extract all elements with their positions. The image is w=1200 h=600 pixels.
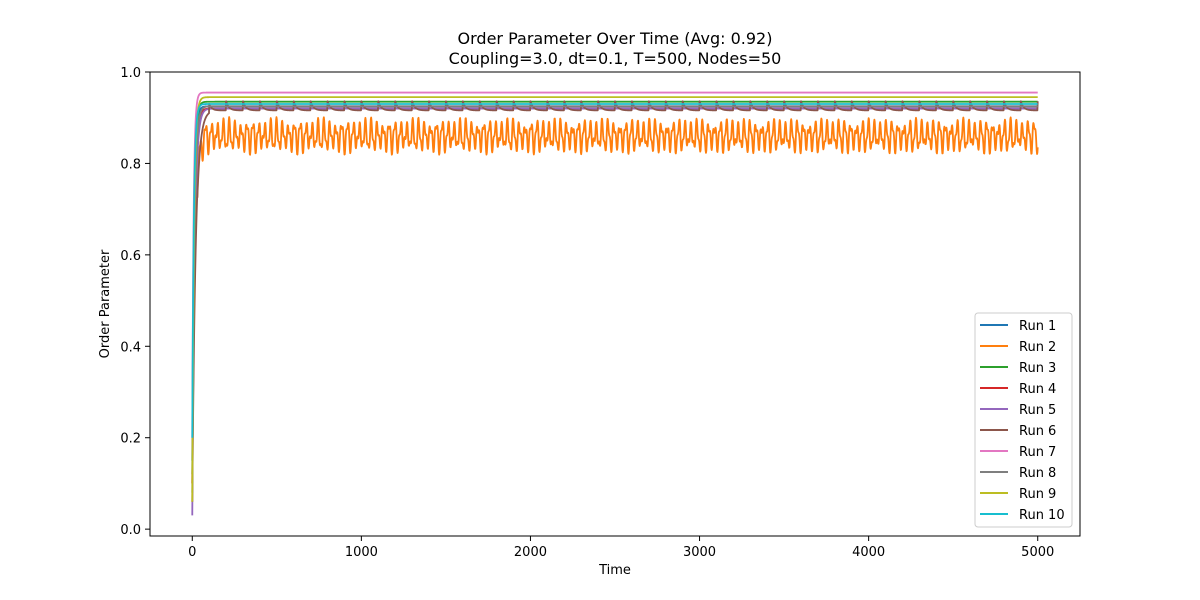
chart-title: Order Parameter Over Time (Avg: 0.92) [458,29,773,48]
series-line-run-5 [191,107,1038,516]
legend: Run 1 Run 2 Run 3 Run 4 Run 5 Run 6 Run 7 Run 8… [974,312,1073,528]
series-line-run-1 [191,105,1038,461]
series-line-run-2 [191,116,1039,484]
x-tick-label: 5000 [1021,545,1054,560]
y-tick-label: 0.8 [120,157,141,172]
plot-frame [149,71,1081,537]
legend-label: Run 2 [1019,340,1056,355]
x-axis-ticks: 0 1000 2000 3000 4000 5000 [188,536,1054,560]
legend-label: Run 8 [1019,466,1056,481]
legend-label: Run 10 [1019,508,1065,523]
legend-label: Run 6 [1019,424,1056,439]
series-line-run-4 [191,107,1038,484]
y-tick-label: 0.6 [120,249,141,264]
legend-label: Run 9 [1019,487,1056,502]
series-line-run-9 [191,96,1038,502]
y-tick-label: 0.4 [120,340,141,355]
chart-subtitle: Coupling=3.0, dt=0.1, T=500, Nodes=50 [449,49,782,68]
x-tick-label: 4000 [852,545,885,560]
series-line-run-8 [191,105,1038,493]
y-tick-label: 0.0 [120,523,141,538]
x-axis-label: Time [598,563,631,578]
x-tick-label: 3000 [683,545,716,560]
legend-label: Run 7 [1019,445,1056,460]
series-line-run-7 [191,91,1038,438]
x-tick-label: 2000 [514,545,547,560]
series-line-run-6 [191,100,1039,502]
legend-label: Run 3 [1019,361,1056,376]
series-line-run-3 [191,100,1038,475]
legend-label: Run 1 [1019,319,1056,334]
x-tick-label: 0 [188,545,196,560]
series-line-run-10 [191,103,1038,438]
y-axis-label: Order Parameter [98,249,113,358]
y-axis-ticks: 0.0 0.2 0.4 0.6 0.8 1.0 [120,66,150,538]
y-tick-label: 0.2 [120,432,141,447]
y-tick-label: 1.0 [120,66,141,81]
legend-label: Run 5 [1019,403,1056,418]
legend-label: Run 4 [1019,382,1056,397]
x-tick-label: 1000 [345,545,378,560]
series-layer [191,91,1039,516]
